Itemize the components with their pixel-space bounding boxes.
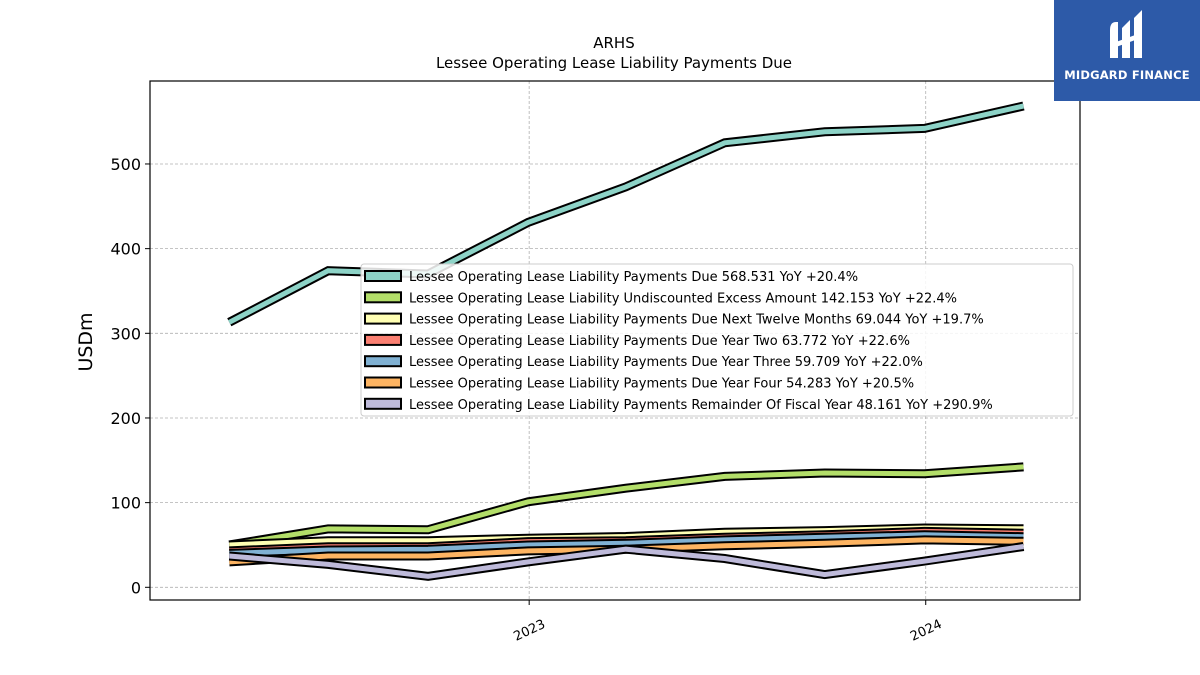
series-fill: [229, 532, 1024, 556]
legend-swatch: [364, 312, 402, 325]
x-tick-label: 2024: [908, 617, 944, 645]
grid-lines: [150, 81, 1080, 600]
legend-swatch: [364, 291, 402, 304]
legend-label: Lessee Operating Lease Liability Undisco…: [409, 291, 957, 306]
legend-swatch: [364, 355, 402, 368]
x-tick-label: 2023: [512, 617, 548, 645]
logo-mark-icon: [1110, 10, 1142, 58]
series-line-5: [229, 530, 1024, 558]
legend-item: Lessee Operating Lease Liability Payment…: [364, 333, 910, 349]
y-axis: 0 100 200 300 400 500: [110, 155, 150, 597]
legend-item: Lessee Operating Lease Liability Payment…: [364, 270, 858, 285]
legend-swatch: [364, 376, 402, 389]
y-axis-label: USDm: [75, 312, 97, 371]
legend-label: Lessee Operating Lease Liability Payment…: [409, 377, 914, 392]
y-tick-label: 300: [110, 324, 141, 343]
legend-swatch: [364, 333, 402, 346]
legend-swatch: [364, 397, 402, 410]
legend-item: Lessee Operating Lease Liability Payment…: [364, 355, 923, 370]
legend-swatch: [364, 270, 402, 282]
y-tick-label: 0: [131, 578, 141, 597]
legend-box: [360, 263, 1074, 417]
legend: Lessee Operating Lease Liability Payment…: [360, 263, 1074, 417]
legend-item: Lessee Operating Lease Liability Payment…: [364, 312, 984, 328]
chart-title: ARHS: [593, 34, 634, 52]
series-layer: [227, 101, 1025, 581]
series-line-2: [228, 462, 1024, 550]
y-tick-label: 100: [110, 494, 141, 513]
legend-item: Lessee Operating Lease Liability Undisco…: [364, 291, 957, 306]
legend-item: Lessee Operating Lease Liability Payment…: [364, 376, 914, 392]
legend-label: Lessee Operating Lease Liability Payment…: [409, 270, 858, 285]
y-tick-label: 400: [110, 240, 141, 259]
logo-text: MIDGARD FINANCE: [1064, 68, 1190, 82]
x-axis: 2023 2024: [512, 600, 944, 645]
plot-frame: [149, 80, 1081, 601]
chart-subtitle: Lessee Operating Lease Liability Payment…: [436, 54, 792, 72]
series-fill: [229, 544, 1024, 579]
series-fill: [228, 464, 1024, 548]
legend-label: Lessee Operating Lease Liability Payment…: [409, 355, 923, 370]
legend-item: Lessee Operating Lease Liability Payment…: [364, 397, 993, 413]
y-tick-label: 500: [110, 155, 141, 174]
midgard-finance-logo: MIDGARD FINANCE: [1054, 0, 1200, 101]
legend-label: Lessee Operating Lease Liability Payment…: [409, 398, 993, 413]
y-tick-label: 200: [110, 409, 141, 428]
legend-label: Lessee Operating Lease Liability Payment…: [409, 313, 984, 328]
series-line-7: [228, 542, 1025, 581]
legend-label: Lessee Operating Lease Liability Payment…: [409, 334, 910, 349]
